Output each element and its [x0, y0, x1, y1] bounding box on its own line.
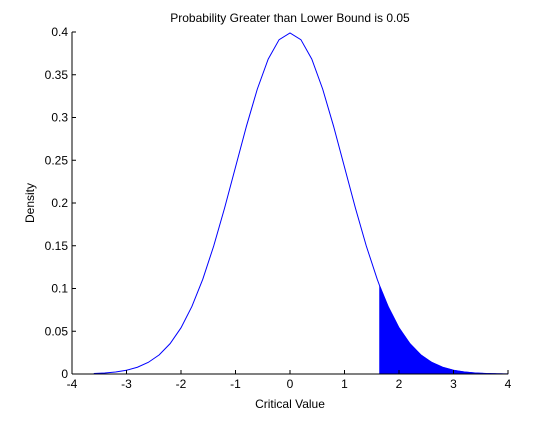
density-curve — [93, 32, 509, 375]
x-tick-label: -1 — [230, 377, 241, 391]
x-tick-label: -2 — [176, 377, 187, 391]
x-tick-label: 0 — [287, 377, 294, 391]
x-tick-label: 1 — [341, 377, 348, 391]
x-tick-label: -3 — [121, 377, 132, 391]
chart-title: Probability Greater than Lower Bound is … — [170, 11, 410, 25]
y-tick-label: 0.35 — [45, 68, 69, 82]
x-tick-label: 3 — [450, 377, 457, 391]
x-axis-label: Critical Value — [255, 397, 325, 411]
x-tick-label: 4 — [505, 377, 512, 391]
y-axis-label: Density — [23, 183, 37, 223]
y-tick-label: 0.05 — [45, 324, 69, 338]
plot-area — [72, 32, 509, 375]
axes: -4 -3 -2 -1 0 1 2 3 4 0 0.05 0.1 0.15 0.2 0.25 0.3 0.35 0… — [45, 25, 512, 391]
y-tick-label: 0.3 — [51, 111, 68, 125]
y-tick-label: 0.25 — [45, 153, 69, 167]
y-tick-label: 0 — [61, 367, 68, 381]
y-tick-label: 0.4 — [51, 25, 68, 39]
y-tick-label: 0.2 — [51, 196, 68, 210]
plot-background — [72, 32, 508, 374]
x-tick-label: -4 — [67, 377, 78, 391]
x-tick-label: 2 — [396, 377, 403, 391]
y-tick-label: 0.1 — [51, 282, 68, 296]
y-tick-label: 0.15 — [45, 239, 69, 253]
